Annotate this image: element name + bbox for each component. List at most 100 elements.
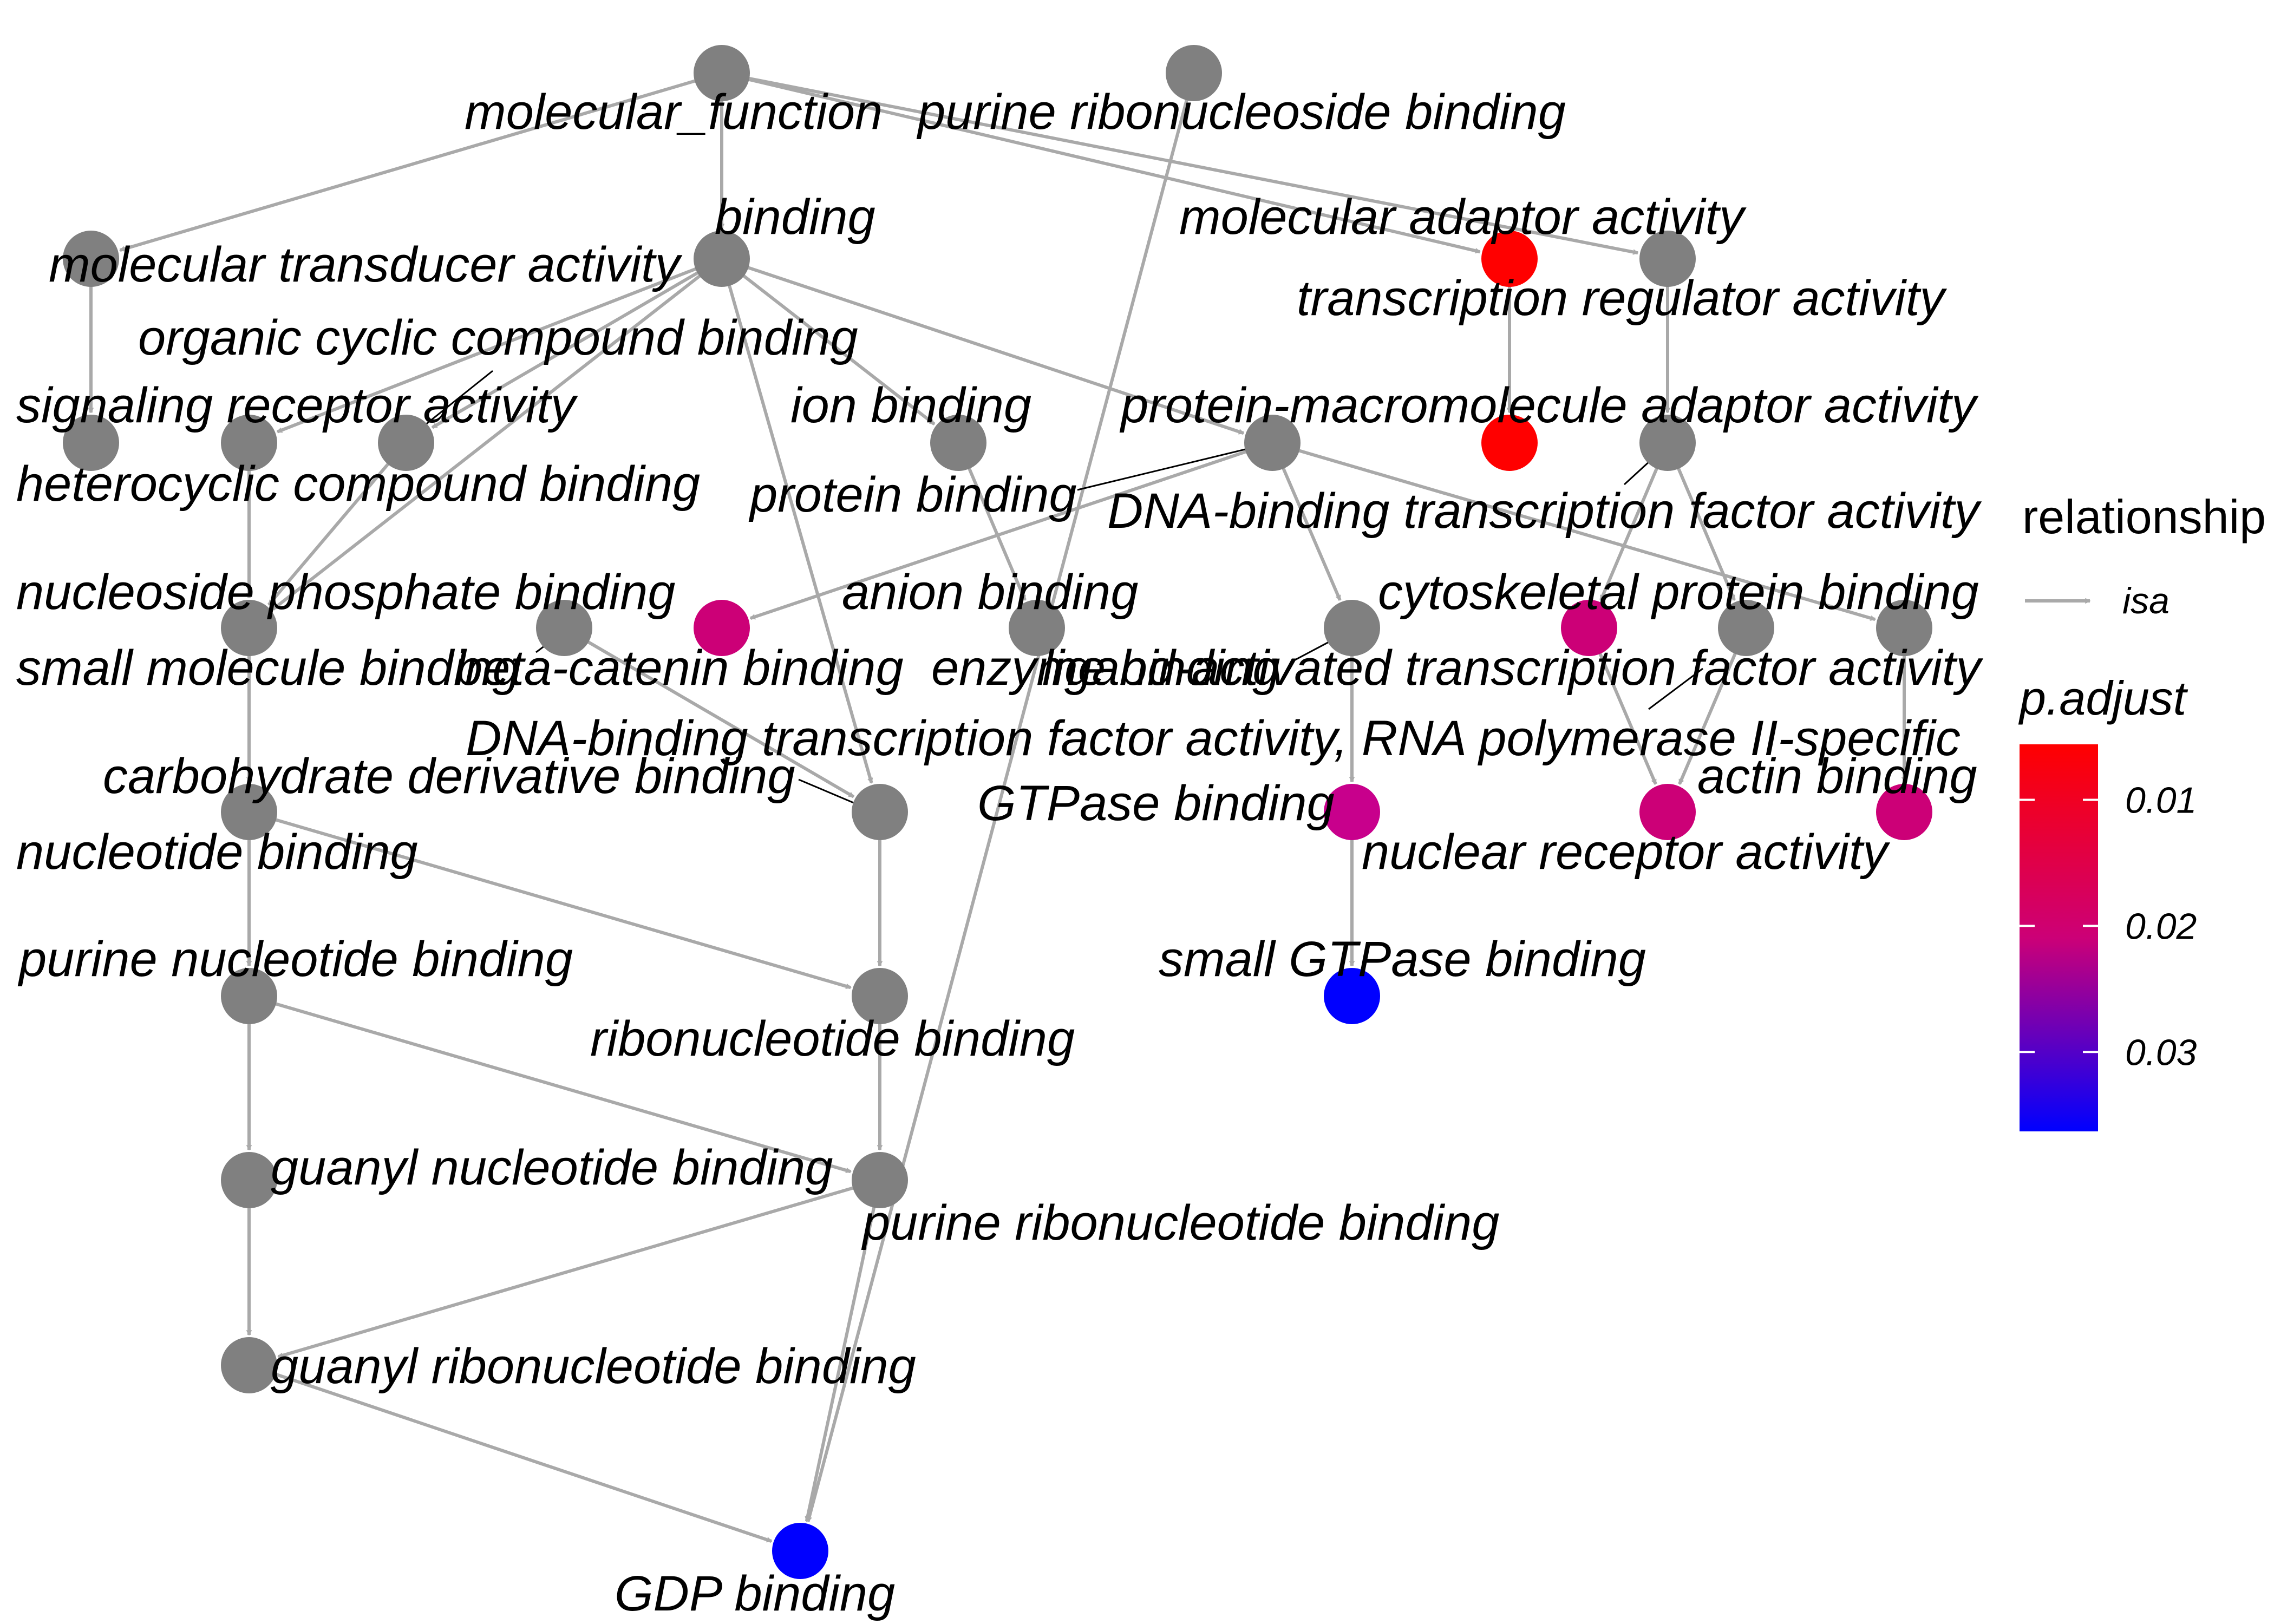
- nodes-layer: [63, 45, 1932, 1579]
- node-purine_ribonucleotide_binding[interactable]: [852, 1152, 908, 1208]
- node-small_gtpase_binding[interactable]: [1324, 968, 1380, 1024]
- node-organic_cyclic_compound_binding[interactable]: [378, 415, 434, 471]
- legend-relationship-title: relationship: [2022, 490, 2266, 543]
- edge-ligand_activated_tf_activity-to-nuclear_receptor_activity: [1678, 637, 1743, 784]
- node-label-molecular_adaptor_activity: molecular adaptor activity: [1179, 189, 1747, 245]
- edge-ion_binding-to-anion_binding: [961, 452, 1027, 600]
- node-dna_binding_tf_activity[interactable]: [1639, 415, 1696, 471]
- node-label-protein_binding: protein binding: [748, 467, 1077, 522]
- edge-protein_binding-to-enzyme_binding: [1275, 452, 1342, 600]
- node-protein_binding[interactable]: [1244, 415, 1301, 471]
- node-nuclear_receptor_activity[interactable]: [1639, 784, 1696, 840]
- node-signaling_receptor_activity[interactable]: [63, 415, 119, 471]
- node-label-protein_macromolecule_adaptor_activity: protein-macromolecule adaptor activity: [1119, 378, 1979, 433]
- node-label-transcription_regulator_activity: transcription regulator activity: [1297, 271, 1947, 326]
- colorbar-tick-label-1: 0.02: [2125, 906, 2197, 947]
- node-label-purine_nucleotide_binding: purine nucleotide binding: [17, 932, 573, 987]
- node-label-anion_binding: anion binding: [842, 565, 1138, 620]
- edge-molecular_function-to-transcription_regulator_activity: [732, 74, 1638, 253]
- node-cytoskeletal_protein_binding[interactable]: [1876, 600, 1932, 656]
- edge-molecular_function-to-molecular_adaptor_activity: [732, 74, 1480, 252]
- node-label-beta_catenin_binding: beta-catenin binding: [455, 640, 904, 696]
- node-purine_nucleotide_binding[interactable]: [221, 968, 277, 1024]
- legend-colorbar: [2020, 744, 2098, 1131]
- node-enzyme_binding[interactable]: [1324, 600, 1380, 656]
- edge-dna_binding_tf_activity-to-ligand_activated_tf_activity: [1670, 452, 1736, 600]
- edge-dna_binding_tf_activity_rnapii-to-nuclear_receptor_activity: [1592, 637, 1657, 784]
- node-gtpase_binding[interactable]: [1324, 784, 1380, 840]
- node-label-ligand_activated_tf_activity: ligand-activated transcription factor ac…: [1042, 640, 1983, 696]
- leader-line-protein_binding: [1077, 448, 1246, 491]
- node-label-ion_binding: ion binding: [790, 378, 1031, 433]
- node-anion_binding[interactable]: [1009, 600, 1065, 656]
- edge-binding-to-small_molecule_binding: [272, 264, 714, 611]
- node-actin_binding[interactable]: [1876, 784, 1932, 840]
- edge-nucleotide_binding-to-ribonucleotide_binding: [259, 813, 851, 990]
- legend: relationship isa p.adjust 0.01 0.02 0.03: [2018, 490, 2266, 1131]
- node-ligand_activated_tf_activity[interactable]: [1718, 600, 1774, 656]
- edge-binding-to-protein_binding: [731, 260, 1244, 435]
- edge-protein_binding-to-cytoskeletal_protein_binding: [1283, 444, 1875, 621]
- node-small_molecule_binding[interactable]: [221, 600, 277, 656]
- node-heterocyclic_compound_binding[interactable]: [221, 415, 277, 471]
- node-label-carbohydrate_derivative_binding: carbohydrate derivative binding: [103, 749, 795, 804]
- node-beta_catenin_binding[interactable]: [694, 600, 750, 656]
- node-label-purine_ribonucleoside_binding: purine ribonucleoside binding: [916, 84, 1566, 140]
- node-purine_ribonucleoside_binding[interactable]: [1166, 45, 1222, 101]
- node-label-molecular_function: molecular_function: [465, 84, 883, 140]
- node-molecular_function[interactable]: [694, 45, 750, 101]
- labels-layer: molecular_function purine ribonucleoside …: [16, 84, 1983, 1621]
- node-label-small_gtpase_binding: small GTPase binding: [1159, 932, 1646, 987]
- node-binding[interactable]: [694, 231, 750, 287]
- node-label-signaling_receptor_activity: signaling receptor activity: [16, 378, 578, 433]
- node-molecular_transducer_activity[interactable]: [63, 231, 119, 287]
- edge-binding-to-organic_cyclic_compound_binding: [432, 263, 713, 429]
- node-molecular_adaptor_activity[interactable]: [1481, 231, 1538, 287]
- node-dna_binding_tf_activity_rnapii[interactable]: [1561, 600, 1617, 656]
- edge-purine_ribonucleotide_binding-to-gdp_binding: [807, 1190, 879, 1521]
- node-label-cytoskeletal_protein_binding: cytoskeletal protein binding: [1378, 565, 1979, 620]
- node-ribonucleotide_binding[interactable]: [852, 968, 908, 1024]
- node-gdp_binding[interactable]: [772, 1523, 828, 1579]
- node-protein_macromolecule_adaptor_activity[interactable]: [1481, 415, 1538, 471]
- node-label-molecular_transducer_activity: molecular transducer activity: [49, 237, 683, 292]
- edges-layer: [91, 74, 1904, 1543]
- node-label-nuclear_receptor_activity: nuclear receptor activity: [1362, 824, 1891, 880]
- edge-organic_cyclic_compound_binding-to-small_molecule_binding: [267, 450, 400, 606]
- node-label-guanyl_nucleotide_binding: guanyl nucleotide binding: [271, 1140, 833, 1195]
- legend-colorbar-ticks: 0.01 0.02 0.03: [2020, 780, 2197, 1073]
- legend-padjust-title: p.adjust: [2018, 671, 2188, 725]
- leader-line-dna_binding_tf_activity_rnapii: [1648, 667, 1703, 710]
- legend-isa-label: isa: [2122, 580, 2170, 621]
- node-carbohydrate_derivative_binding[interactable]: [852, 784, 908, 840]
- node-label-binding: binding: [715, 189, 875, 245]
- node-ion_binding[interactable]: [930, 415, 986, 471]
- colorbar-tick-label-0: 0.01: [2125, 780, 2197, 821]
- node-guanyl_ribonucleotide_binding[interactable]: [221, 1337, 277, 1393]
- node-nucleotide_binding[interactable]: [221, 784, 277, 840]
- node-label-ribonucleotide_binding: ribonucleotide binding: [590, 1011, 1075, 1066]
- node-label-nucleoside_phosphate_binding: nucleoside phosphate binding: [16, 565, 675, 620]
- edge-binding-to-ion_binding: [729, 264, 936, 425]
- edge-binding-to-heterocyclic_compound_binding: [277, 261, 712, 434]
- edge-molecular_function-to-molecular_transducer_activity: [120, 74, 711, 252]
- edge-binding-to-carbohydrate_derivative_binding: [723, 269, 873, 783]
- node-label-nucleotide_binding: nucleotide binding: [16, 824, 418, 880]
- edge-purine_ribonucleotide_binding-to-guanyl_ribonucleotide_binding: [278, 1181, 870, 1359]
- node-nucleoside_phosphate_binding[interactable]: [536, 600, 592, 656]
- edge-protein_binding-to-beta_catenin_binding: [750, 444, 1263, 620]
- edge-purine_nucleotide_binding-to-purine_ribonucleotide_binding: [259, 997, 851, 1174]
- node-label-gtpase_binding: GTPase binding: [977, 776, 1335, 831]
- node-label-actin_binding: actin binding: [1697, 749, 1977, 804]
- node-guanyl_nucleotide_binding[interactable]: [221, 1152, 277, 1208]
- edge-nucleoside_phosphate_binding-to-carbohydrate_derivative_binding: [573, 632, 854, 798]
- edge-guanyl_ribonucleotide_binding-to-gdp_binding: [259, 1367, 772, 1543]
- node-label-dna_binding_tf_activity: DNA-binding transcription factor activit…: [1107, 483, 1982, 539]
- edge-dna_binding_tf_activity-to-dna_binding_tf_activity_rnapii: [1599, 452, 1665, 600]
- node-label-dna_binding_tf_activity_rnapii: DNA-binding transcription factor activit…: [466, 711, 1961, 766]
- node-label-enzyme_binding: enzyme binding: [931, 640, 1280, 696]
- node-transcription_regulator_activity[interactable]: [1639, 231, 1696, 287]
- node-label-purine_ribonucleotide_binding: purine ribonucleotide binding: [861, 1195, 1499, 1250]
- node-label-organic_cyclic_compound_binding: organic cyclic compound binding: [138, 310, 858, 365]
